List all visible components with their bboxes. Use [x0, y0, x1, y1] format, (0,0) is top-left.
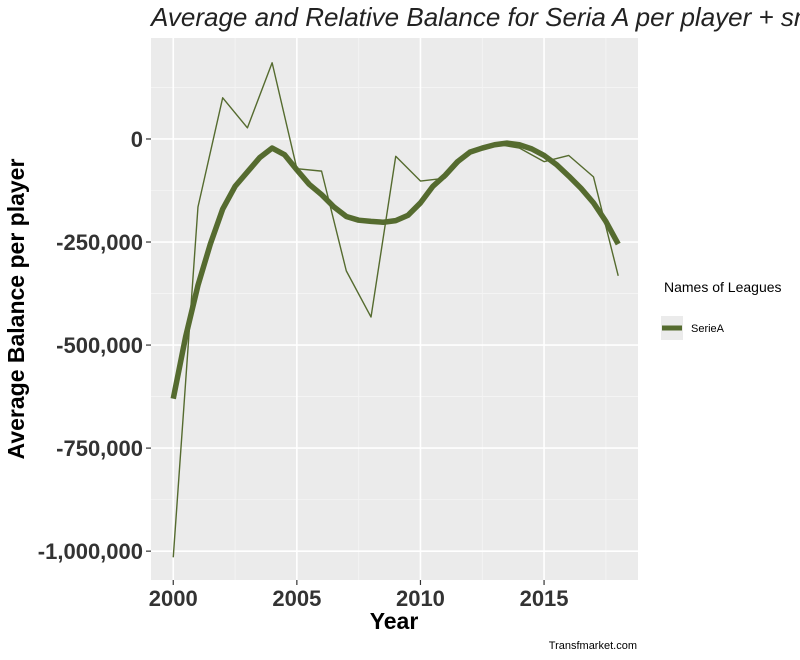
legend-label: SerieA [691, 323, 725, 335]
x-axis-title: Year [370, 608, 419, 634]
y-tick-label: -750,000 [56, 436, 143, 461]
y-tick-label: -250,000 [56, 230, 143, 255]
x-axis: 2000 2005 2010 2015 [149, 580, 569, 611]
x-tick-label: 2010 [396, 586, 445, 611]
x-tick-label: 2000 [149, 586, 198, 611]
x-tick-label: 2005 [272, 586, 321, 611]
y-axis-title: Average Balance per player [3, 159, 29, 460]
legend-title: Names of Leagues [664, 279, 782, 295]
series-smooth-line [170, 140, 621, 400]
y-tick-label: -500,000 [56, 333, 143, 358]
grid-major [151, 38, 638, 580]
legend: Names of Leagues SerieA [661, 279, 782, 340]
y-tick-label: 0 [131, 127, 143, 152]
caption: Transfmarket.com [549, 640, 637, 652]
x-tick-label: 2015 [520, 586, 569, 611]
plot-panel [151, 38, 638, 580]
chart-title: Average and Relative Balance for Seria A… [149, 2, 800, 32]
y-tick-label: -1,000,000 [38, 539, 143, 564]
series-raw-line [172, 62, 619, 558]
y-axis: 0 -250,000 -500,000 -750,000 -1,000,000 [38, 127, 151, 564]
series-layer [170, 62, 621, 558]
